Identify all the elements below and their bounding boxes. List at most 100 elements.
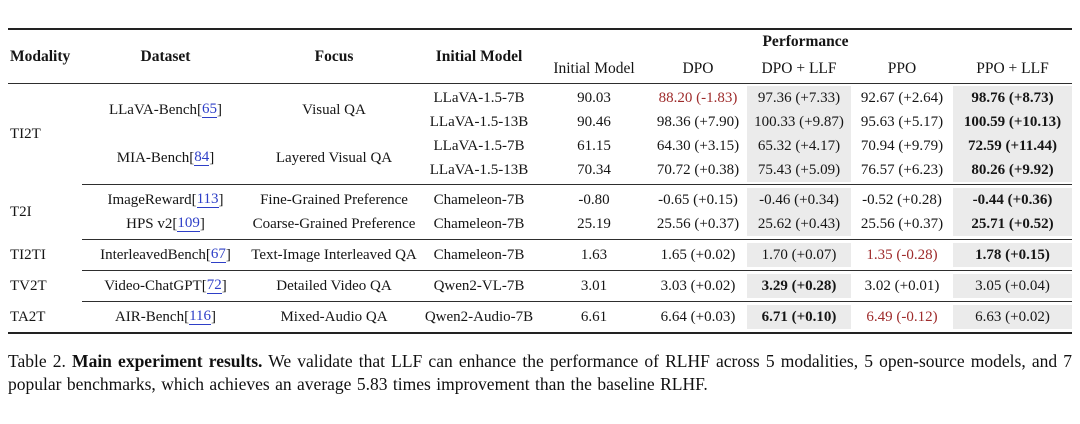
perf-dpo-llf-value: 25.62 (+0.43) xyxy=(747,212,851,236)
perf-dpo-llf-value: 97.36 (+7.33) xyxy=(747,86,851,110)
initial-model-label: Chameleon-7B xyxy=(433,215,525,232)
perf-dpo-value: -0.65 (+0.15) xyxy=(658,191,738,208)
perf-initial-model-value: 25.19 xyxy=(577,215,611,232)
perf-dpo-llf-value: -0.46 (+0.34) xyxy=(747,188,851,212)
caption-title: Main experiment results. xyxy=(72,351,263,371)
caption-label: Table 2. xyxy=(8,351,66,371)
citation-link[interactable]: 72 xyxy=(206,277,222,294)
perf-ppo-llf-value: -0.44 (+0.36) xyxy=(953,188,1072,212)
perf-dpo-llf-value: 6.71 (+0.10) xyxy=(747,305,851,329)
modality-label: TI2TI xyxy=(10,246,46,263)
perf-ppo-value: 6.49 (-0.12) xyxy=(866,308,938,325)
perf-initial-model-value: 90.46 xyxy=(577,113,611,130)
focus-label: Coarse-Grained Preference xyxy=(252,215,416,232)
citation-link[interactable]: 109 xyxy=(177,215,200,232)
perf-ppo-value: 95.63 (+5.17) xyxy=(860,113,944,130)
table-caption: Table 2. Main experiment results. We val… xyxy=(8,350,1072,395)
citation-link[interactable]: 67 xyxy=(210,246,226,263)
section-divider-rule xyxy=(82,270,1072,271)
perf-initial-model-value: -0.80 xyxy=(578,191,610,208)
citation-link[interactable]: 84 xyxy=(194,149,210,166)
section-divider-rule xyxy=(82,239,1072,240)
focus-label: Detailed Video QA xyxy=(276,277,392,294)
modality-label: T2I xyxy=(10,203,32,220)
section-divider-rule xyxy=(82,301,1072,302)
perf-initial-model-value: 70.34 xyxy=(577,161,611,178)
header-focus: Focus xyxy=(314,47,354,65)
perf-ppo-value: 3.02 (+0.01) xyxy=(864,277,940,294)
dataset-name: ImageReward[113] xyxy=(107,191,224,208)
perf-dpo-llf-value: 75.43 (+5.09) xyxy=(747,158,851,182)
perf-ppo-llf-value: 72.59 (+11.44) xyxy=(953,134,1072,158)
perf-ppo-llf-value: 98.76 (+8.73) xyxy=(953,86,1072,110)
perf-ppo-llf-value: 100.59 (+10.13) xyxy=(953,110,1072,134)
initial-model-label: Qwen2-VL-7B xyxy=(433,277,525,294)
initial-model-label: LLaVA-1.5-7B xyxy=(433,89,525,106)
perf-dpo-llf-value: 1.70 (+0.07) xyxy=(747,243,851,267)
perf-ppo-value: 92.67 (+2.64) xyxy=(860,89,944,106)
header-perf-dpo: DPO xyxy=(682,59,714,77)
table-section-ta2t: TA2T AIR-Bench[116] Mixed-Audio QA Qwen2-Au… xyxy=(8,302,1072,332)
perf-ppo-llf-value: 80.26 (+9.92) xyxy=(953,158,1072,182)
focus-label: Visual QA xyxy=(302,101,366,118)
header-modality: Modality xyxy=(10,47,71,65)
perf-dpo-value: 64.30 (+3.15) xyxy=(656,137,740,154)
dataset-name: AIR-Bench[116] xyxy=(114,308,217,325)
table-section-t2i: T2I ImageReward[113] Fine-Grained Preferen… xyxy=(8,185,1072,239)
perf-dpo-value: 3.03 (+0.02) xyxy=(660,277,736,294)
table-top-rule xyxy=(8,28,1072,30)
modality-label: TI2T xyxy=(10,125,41,142)
perf-ppo-value: 25.56 (+0.37) xyxy=(860,215,944,232)
perf-initial-model-value: 90.03 xyxy=(577,89,611,106)
perf-dpo-value: 1.65 (+0.02) xyxy=(660,246,736,263)
header-initial-model: Initial Model xyxy=(435,47,523,65)
perf-dpo-value: 88.20 (-1.83) xyxy=(658,89,738,106)
initial-model-label: LLaVA-1.5-13B xyxy=(429,161,529,178)
modality-label: TV2T xyxy=(10,277,47,294)
initial-model-label: LLaVA-1.5-7B xyxy=(433,137,525,154)
perf-initial-model-value: 6.61 xyxy=(580,308,608,325)
table-section-ti2t: TI2T LLaVA-Bench[65] Visual QA LLaVA-1.5-7B… xyxy=(8,84,1072,184)
focus-label: Fine-Grained Preference xyxy=(260,191,408,208)
perf-ppo-llf-value: 6.63 (+0.02) xyxy=(953,305,1072,329)
citation-link[interactable]: 65 xyxy=(202,101,218,118)
header-perf-dpo-llf: DPO + LLF xyxy=(761,59,837,77)
dataset-name: LLaVA-Bench[65] xyxy=(108,101,223,118)
header-performance: Performance xyxy=(762,33,849,50)
header-perf-ppo-llf: PPO + LLF xyxy=(976,59,1049,77)
table-section-ti2ti: TI2TI InterleavedBench[67] Text-Image Inte… xyxy=(8,240,1072,270)
perf-dpo-value: 98.36 (+7.90) xyxy=(656,113,740,130)
dataset-name: InterleavedBench[67] xyxy=(100,246,231,263)
perf-ppo-value: 76.57 (+6.23) xyxy=(860,161,944,178)
header-perf-initial-model: Initial Model xyxy=(553,59,635,77)
dataset-name: Video-ChatGPT[72] xyxy=(104,277,227,294)
focus-label: Mixed-Audio QA xyxy=(280,308,388,325)
table-bottom-rule xyxy=(8,332,1072,334)
perf-initial-model-value: 1.63 xyxy=(580,246,608,263)
table-body: TI2T LLaVA-Bench[65] Visual QA LLaVA-1.5-7B… xyxy=(8,84,1072,332)
header-bottom-rule xyxy=(8,83,1072,84)
perf-dpo-llf-value: 65.32 (+4.17) xyxy=(747,134,851,158)
caption-body: We validate that LLF can enhance the per… xyxy=(8,351,1072,394)
citation-link[interactable]: 116 xyxy=(189,308,212,325)
perf-initial-model-value: 3.01 xyxy=(580,277,608,294)
perf-dpo-value: 6.64 (+0.03) xyxy=(660,308,736,325)
results-table: Modality Dataset Focus Initial Model Per… xyxy=(8,28,1072,334)
initial-model-label: Chameleon-7B xyxy=(433,191,525,208)
focus-label: Text-Image Interleaved QA xyxy=(251,246,417,263)
table-header: Modality Dataset Focus Initial Model Per… xyxy=(8,30,1072,83)
header-perf-ppo: PPO xyxy=(887,59,917,77)
dataset-name: MIA-Bench[84] xyxy=(116,149,215,166)
section-divider-rule xyxy=(82,184,1072,185)
perf-dpo-value: 70.72 (+0.38) xyxy=(656,161,740,178)
citation-link[interactable]: 113 xyxy=(196,191,219,208)
perf-ppo-value: 1.35 (-0.28) xyxy=(866,246,938,263)
initial-model-label: LLaVA-1.5-13B xyxy=(429,113,529,130)
perf-ppo-llf-value: 1.78 (+0.15) xyxy=(953,243,1072,267)
perf-dpo-value: 25.56 (+0.37) xyxy=(656,215,740,232)
initial-model-label: Chameleon-7B xyxy=(433,246,525,263)
perf-initial-model-value: 61.15 xyxy=(577,137,611,154)
header-dataset: Dataset xyxy=(140,47,191,65)
perf-ppo-value: 70.94 (+9.79) xyxy=(860,137,944,154)
focus-label: Layered Visual QA xyxy=(275,149,393,166)
